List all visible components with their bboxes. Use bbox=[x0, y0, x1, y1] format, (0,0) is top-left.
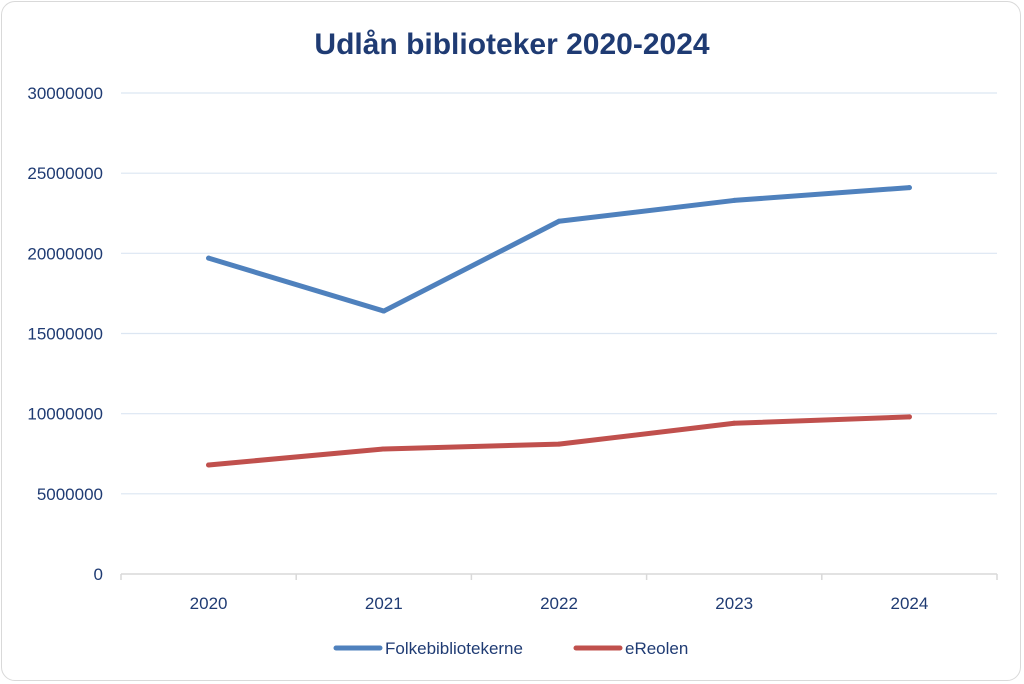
y-tick-label: 0 bbox=[94, 565, 103, 584]
y-tick-label: 15000000 bbox=[27, 325, 103, 344]
y-tick-label: 25000000 bbox=[27, 164, 103, 183]
x-tick-label: 2022 bbox=[540, 594, 578, 613]
data-point bbox=[906, 414, 912, 420]
series-lines bbox=[206, 185, 912, 468]
series-line-ereolen bbox=[206, 414, 912, 468]
y-tick-label: 20000000 bbox=[27, 244, 103, 263]
legend-label: eReolen bbox=[625, 639, 688, 658]
y-tick-label: 5000000 bbox=[37, 485, 103, 504]
x-tick-label: 2023 bbox=[715, 594, 753, 613]
data-point bbox=[206, 255, 212, 261]
y-tick-label: 30000000 bbox=[27, 84, 103, 103]
data-point bbox=[381, 446, 387, 452]
data-point bbox=[731, 197, 737, 203]
legend: Folkebibliotekerne eReolen bbox=[333, 639, 688, 658]
data-point bbox=[206, 462, 212, 468]
data-point bbox=[731, 420, 737, 426]
legend-label: Folkebibliotekerne bbox=[385, 639, 523, 658]
series-line-folkebibliotekerne bbox=[206, 185, 912, 314]
x-tick-label: 2021 bbox=[365, 594, 403, 613]
data-point bbox=[906, 185, 912, 191]
data-point bbox=[381, 308, 387, 314]
chart-title: Udlån biblioteker 2020-2024 bbox=[314, 28, 709, 61]
y-tick-label: 10000000 bbox=[27, 405, 103, 424]
data-point bbox=[556, 441, 562, 447]
gridlines bbox=[121, 92, 997, 495]
y-axis: 0 5000000 10000000 15000000 20000000 25000000… bbox=[27, 84, 103, 584]
x-axis: 2020 2021 2022 2023 2024 bbox=[120, 573, 998, 613]
x-tick-label: 2020 bbox=[190, 594, 228, 613]
x-tick-label: 2024 bbox=[890, 594, 928, 613]
data-point bbox=[556, 218, 562, 224]
